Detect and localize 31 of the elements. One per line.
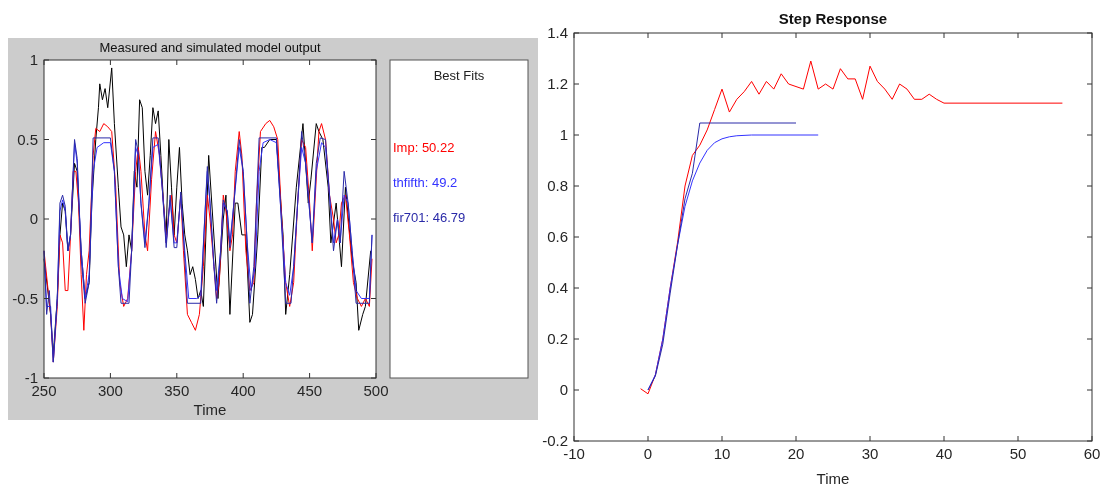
series-label: fir701: 46.79 bbox=[393, 210, 466, 225]
x-tick-label: 40 bbox=[935, 445, 953, 462]
y-tick-label: 0.4 bbox=[547, 279, 568, 297]
x-tick-label: 450 bbox=[297, 382, 323, 399]
x-axis-title: Time bbox=[193, 401, 227, 418]
x-tick-label: 500 bbox=[363, 382, 389, 399]
x-tick-label: 10 bbox=[713, 445, 731, 462]
x-tick-label: 20 bbox=[787, 445, 805, 462]
y-tick-label: 0 bbox=[29, 210, 38, 228]
text: Imp: 50.22 bbox=[393, 140, 455, 155]
y-tick-label: 0.6 bbox=[547, 228, 568, 246]
x-tick-label: 30 bbox=[861, 445, 879, 462]
x-tick-label: 300 bbox=[97, 382, 123, 399]
chart-title: Step Response bbox=[778, 10, 888, 27]
text: thfifth: 49.2 bbox=[393, 175, 458, 190]
y-tick-label: 1 bbox=[29, 51, 38, 69]
chart-title: Measured and simulated model output bbox=[99, 40, 321, 55]
x-tick-label: 350 bbox=[164, 382, 190, 399]
y-tick-label: 0.2 bbox=[547, 330, 568, 348]
x-axis-title: Time bbox=[816, 470, 850, 487]
y-tick-label: 0.8 bbox=[547, 177, 568, 195]
y-tick-label: -0.5 bbox=[12, 289, 38, 307]
x-tick-label: 50 bbox=[1009, 445, 1027, 462]
x-tick-label: 60 bbox=[1083, 445, 1101, 462]
x-tick-label: 400 bbox=[230, 382, 256, 399]
y-tick-label: 1.2 bbox=[547, 75, 568, 93]
y-tick-label: 0.5 bbox=[17, 130, 38, 148]
legend-title: Best Fits bbox=[433, 68, 485, 83]
x-tick-label: 0 bbox=[643, 445, 653, 462]
y-tick-label: 1.4 bbox=[547, 24, 568, 42]
y-tick-label: 1 bbox=[559, 126, 568, 144]
